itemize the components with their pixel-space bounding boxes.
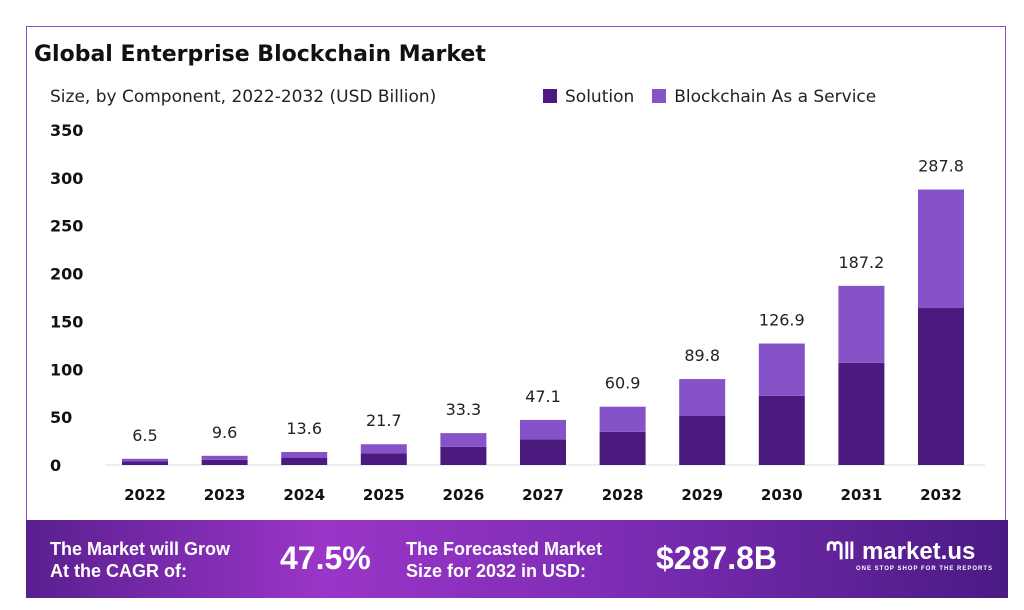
x-tick-label: 2027 <box>522 486 564 504</box>
cagr-value: 47.5% <box>280 540 371 576</box>
y-tick-label: 0 <box>50 456 61 475</box>
x-tick-label: 2032 <box>920 486 962 504</box>
legend-swatch <box>652 89 667 103</box>
logo-icon: ᘉ‖ <box>826 538 862 565</box>
forecast-value: $287.8B <box>656 540 777 576</box>
bar-baas-2029 <box>679 379 726 416</box>
y-tick-label: 150 <box>50 312 83 331</box>
x-tick-label: 2022 <box>124 486 166 504</box>
summary-banner: The Market will Grow At the CAGR of: 47.5… <box>26 520 1008 598</box>
data-label: 187.2 <box>838 253 884 272</box>
bar-solution-2028 <box>599 431 646 465</box>
bar-solution-2022 <box>122 461 168 465</box>
data-label: 33.3 <box>446 400 482 419</box>
bar-solution-2030 <box>758 395 805 465</box>
bar-solution-2023 <box>201 459 248 465</box>
bar-baas-2022 <box>122 458 168 462</box>
forecast-label: The Forecasted Market <box>406 539 603 559</box>
y-tick-label: 300 <box>50 169 83 188</box>
data-label: 287.8 <box>918 157 964 176</box>
bar-baas-2031 <box>838 285 885 363</box>
legend-item-baas: Blockchain As a Service <box>652 87 876 107</box>
y-tick-label: 200 <box>50 265 83 284</box>
x-tick-label: 2024 <box>283 486 325 504</box>
forecast-label-2: Size for 2032 in USD: <box>406 561 587 581</box>
x-tick-label: 2025 <box>363 486 405 504</box>
data-label: 89.8 <box>684 346 720 365</box>
bar-baas-2027 <box>520 419 566 440</box>
bar-baas-2023 <box>201 455 248 460</box>
x-tick-label: 2023 <box>204 486 246 504</box>
bar-solution-2031 <box>838 362 885 465</box>
data-label: 9.6 <box>212 423 237 442</box>
chart-subtitle: Size, by Component, 2022-2032 (USD Billi… <box>50 87 437 107</box>
legend-swatch <box>543 89 557 103</box>
bar-solution-2032 <box>918 308 964 465</box>
x-tick-label: 2026 <box>443 486 485 504</box>
y-tick-label: 250 <box>50 217 83 236</box>
cagr-label: The Market will Grow <box>50 539 231 559</box>
x-tick-label: 2030 <box>761 486 803 504</box>
y-tick-label: 350 <box>50 121 83 140</box>
chart-title: Global Enterprise Blockchain Market <box>34 42 486 67</box>
bar-baas-2024 <box>281 451 328 458</box>
data-label: 13.6 <box>286 419 322 438</box>
bar-baas-2025 <box>360 444 407 454</box>
data-label: 126.9 <box>759 311 805 330</box>
bar-baas-2028 <box>599 406 646 432</box>
data-label: 21.7 <box>366 411 402 430</box>
cagr-label-2: At the CAGR of: <box>50 561 187 581</box>
data-label: 47.1 <box>525 387 561 406</box>
legend-item-solution: Solution <box>543 87 634 107</box>
bar-baas-2032 <box>918 189 964 309</box>
bar-solution-2026 <box>440 446 487 465</box>
bar-solution-2025 <box>360 453 407 465</box>
legend: Solution Blockchain As a Service <box>543 87 876 107</box>
x-tick-label: 2029 <box>681 486 723 504</box>
bar-solution-2024 <box>281 457 328 465</box>
y-tick-label: 50 <box>50 408 72 427</box>
bar-solution-2027 <box>520 439 566 465</box>
market-us-logo: ᘉ‖ market.us ONE STOP SHOP FOR THE REPORT… <box>826 538 994 572</box>
x-tick-label: 2028 <box>602 486 644 504</box>
data-label: 60.9 <box>605 374 641 393</box>
y-tick-label: 100 <box>50 360 83 379</box>
data-label: 6.5 <box>132 426 157 445</box>
x-tick-label: 2031 <box>841 486 883 504</box>
bar-baas-2026 <box>440 433 487 447</box>
bar-solution-2029 <box>679 415 726 465</box>
bar-baas-2030 <box>758 343 805 396</box>
